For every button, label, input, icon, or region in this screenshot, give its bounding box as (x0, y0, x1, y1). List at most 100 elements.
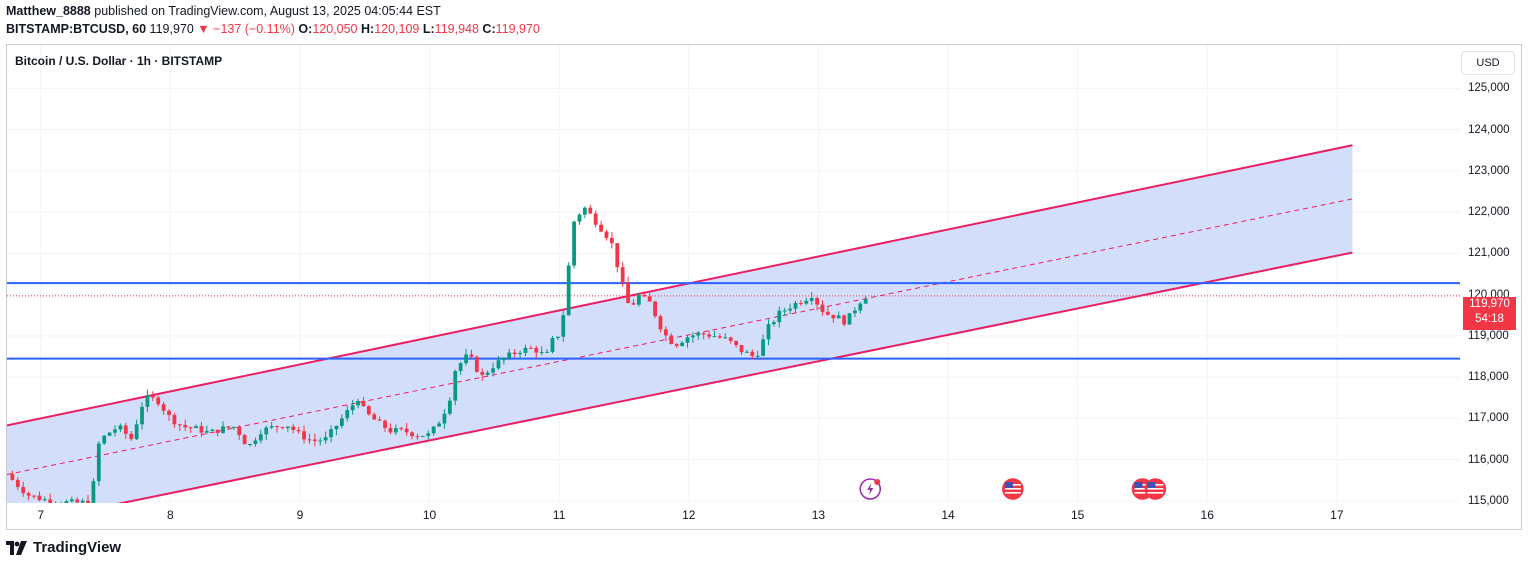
candle-body[interactable] (183, 424, 188, 428)
candle-body[interactable] (728, 337, 733, 341)
candle-body[interactable] (701, 333, 706, 335)
candle-body[interactable] (712, 336, 717, 338)
candle-body[interactable] (793, 302, 798, 309)
currency-button[interactable]: USD (1461, 51, 1515, 75)
candle-body[interactable] (248, 444, 252, 446)
candle-body[interactable] (113, 429, 117, 433)
candle-body[interactable] (383, 420, 387, 428)
candle-body[interactable] (831, 314, 836, 319)
candle-body[interactable] (302, 431, 306, 440)
candle-body[interactable] (566, 265, 571, 316)
candle-body[interactable] (194, 426, 198, 429)
candle-body[interactable] (253, 440, 258, 445)
candle-body[interactable] (150, 395, 155, 398)
candle-body[interactable] (523, 347, 528, 353)
candle-body[interactable] (21, 486, 26, 494)
candle-body[interactable] (10, 474, 15, 480)
candle-body[interactable] (291, 426, 296, 430)
candle-body[interactable] (318, 440, 323, 442)
candle-body[interactable] (410, 432, 414, 437)
candle-body[interactable] (442, 413, 447, 424)
candle-body[interactable] (685, 337, 690, 343)
candle-body[interactable] (647, 296, 652, 302)
candle-body[interactable] (377, 419, 382, 421)
candle-body[interactable] (836, 315, 841, 319)
candle-body[interactable] (339, 418, 344, 426)
candle-body[interactable] (788, 308, 792, 311)
candle-body[interactable] (577, 214, 582, 222)
candle-body[interactable] (528, 347, 533, 349)
candle-body[interactable] (653, 301, 657, 317)
candle-body[interactable] (593, 213, 598, 225)
candle-body[interactable] (534, 347, 539, 353)
candle-body[interactable] (512, 352, 517, 355)
candle-body[interactable] (420, 436, 425, 438)
candle-body[interactable] (572, 221, 576, 266)
candle-body[interactable] (75, 499, 80, 503)
candle-body[interactable] (156, 397, 161, 405)
candle-body[interactable] (464, 354, 468, 364)
candle-body[interactable] (388, 427, 393, 433)
candle-body[interactable] (631, 303, 636, 305)
candle-body[interactable] (37, 495, 42, 501)
candle-body[interactable] (772, 322, 776, 325)
tradingview-logo[interactable]: TradingView (6, 539, 121, 556)
candle-body[interactable] (853, 310, 857, 314)
candle-body[interactable] (399, 428, 404, 430)
candle-body[interactable] (415, 436, 420, 438)
channel-upper-line[interactable] (7, 144, 1353, 427)
candle-body[interactable] (707, 334, 711, 337)
candle-body[interactable] (26, 493, 31, 496)
candle-body[interactable] (134, 424, 139, 440)
candle-body[interactable] (474, 356, 479, 372)
candle-body[interactable] (345, 410, 350, 419)
candle-body[interactable] (453, 371, 458, 401)
candle-body[interactable] (404, 428, 409, 433)
candle-body[interactable] (604, 231, 609, 238)
candle-body[interactable] (507, 352, 512, 359)
candle-body[interactable] (177, 424, 182, 426)
candle-body[interactable] (642, 295, 647, 297)
author-name[interactable]: Matthew_8888 (6, 4, 91, 18)
candle-body[interactable] (199, 426, 204, 433)
candle-body[interactable] (221, 426, 225, 433)
candle-body[interactable] (226, 426, 231, 428)
candle-body[interactable] (350, 405, 355, 411)
candle-body[interactable] (215, 429, 220, 433)
candle-body[interactable] (863, 299, 868, 304)
candle-body[interactable] (734, 340, 738, 346)
candle-body[interactable] (555, 336, 560, 339)
candle-body[interactable] (296, 429, 301, 432)
candle-body[interactable] (167, 410, 171, 415)
candle-body[interactable] (485, 372, 490, 375)
candle-body[interactable] (161, 404, 166, 411)
candle-body[interactable] (518, 352, 522, 355)
candle-body[interactable] (842, 315, 846, 325)
candle-body[interactable] (545, 351, 549, 353)
candle-body[interactable] (204, 431, 209, 433)
candle-body[interactable] (258, 434, 263, 441)
candle-body[interactable] (356, 401, 360, 406)
candle-body[interactable] (107, 432, 112, 436)
candle-body[interactable] (437, 423, 441, 427)
candle-body[interactable] (658, 316, 663, 330)
candle-body[interactable] (469, 354, 474, 357)
candle-body[interactable] (285, 426, 290, 429)
candle-body[interactable] (820, 304, 825, 312)
candle-body[interactable] (561, 315, 566, 337)
candle-body[interactable] (804, 300, 809, 304)
candle-body[interactable] (42, 499, 47, 501)
channel-lower-line[interactable] (112, 251, 1353, 506)
candle-body[interactable] (312, 439, 317, 442)
candle-body[interactable] (64, 501, 69, 504)
candle-body[interactable] (491, 368, 495, 373)
candle-body[interactable] (372, 414, 377, 420)
candle-body[interactable] (91, 481, 96, 504)
candle-body[interactable] (129, 433, 134, 440)
candle-body[interactable] (750, 351, 755, 356)
us-flag-icon[interactable] (1144, 478, 1167, 500)
candle-body[interactable] (118, 425, 123, 430)
candle-body[interactable] (140, 406, 144, 425)
candle-body[interactable] (361, 401, 366, 407)
candle-body[interactable] (80, 500, 85, 503)
